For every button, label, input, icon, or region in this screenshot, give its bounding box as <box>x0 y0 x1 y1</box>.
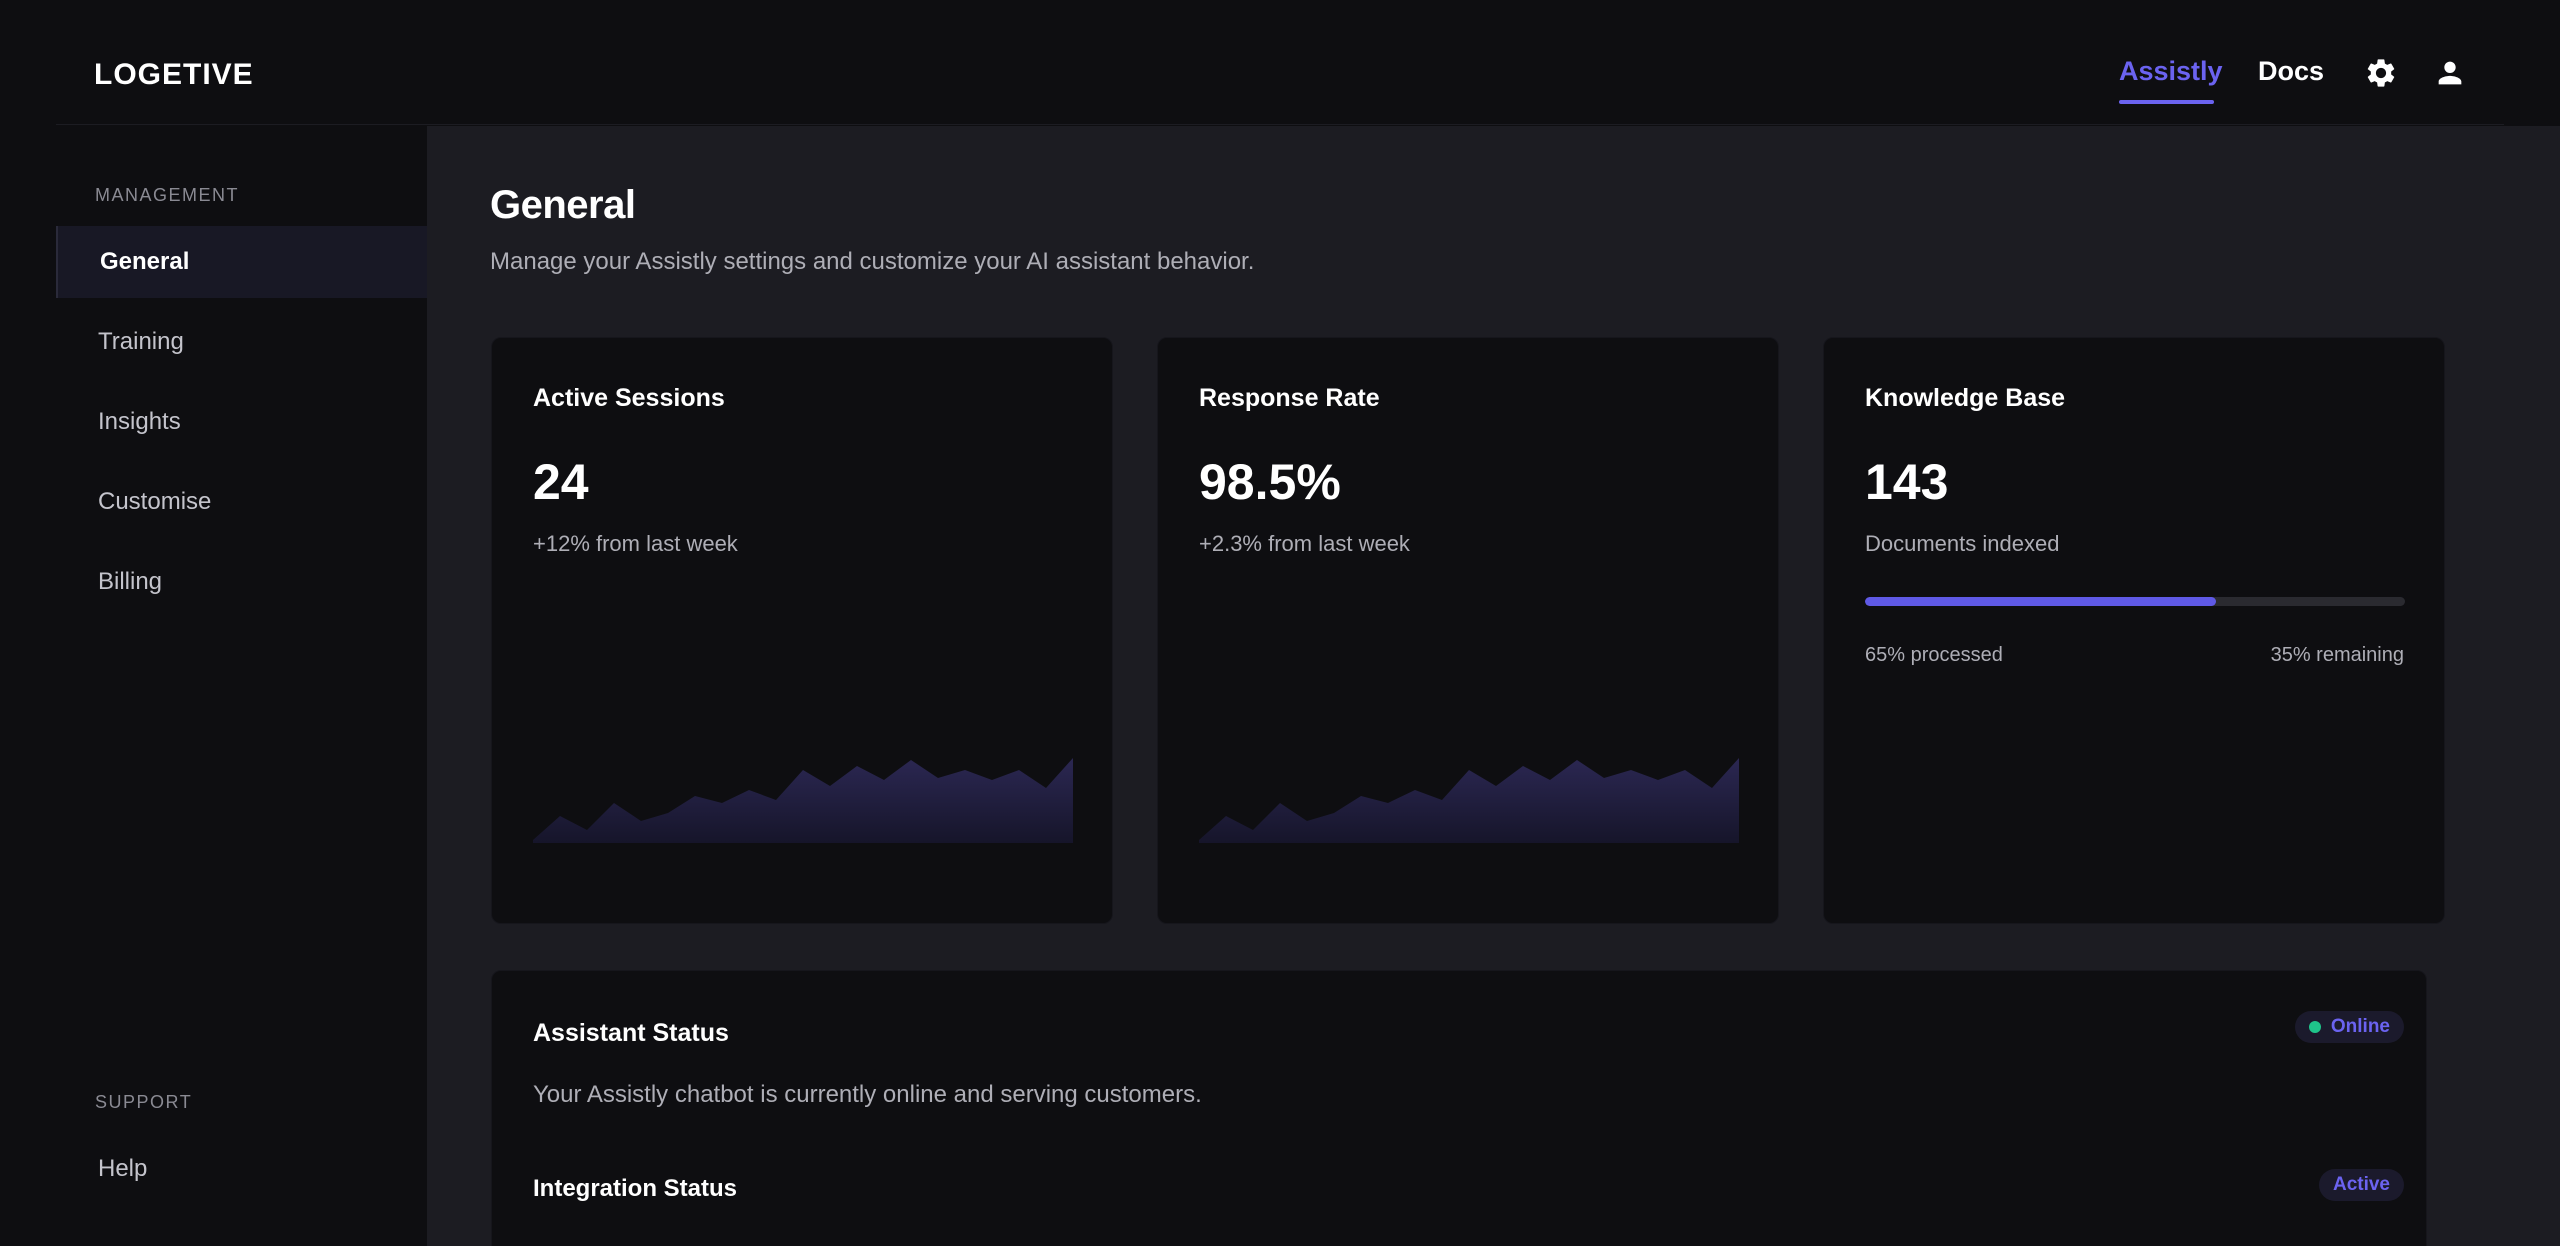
user-icon[interactable] <box>2433 56 2467 90</box>
top-bar: LOGETIVE Assistly Docs <box>56 0 2504 125</box>
progress-remaining-label: 35% remaining <box>2270 644 2404 666</box>
status-badge-label: Online <box>2330 1016 2390 1037</box>
page-title: General <box>490 183 636 227</box>
nav-active-underline <box>2119 100 2214 104</box>
sidebar-item-training[interactable]: Training <box>98 328 184 355</box>
card-title: Active Sessions <box>533 384 725 412</box>
card-knowledge-base: Knowledge Base 143 Documents indexed 65%… <box>1823 337 2445 924</box>
card-note: +12% from last week <box>533 531 738 556</box>
progress-bar <box>1865 597 2405 606</box>
user-icon-glyph <box>2438 61 2462 85</box>
sidebar-section-support: SUPPORT <box>95 1092 193 1112</box>
online-dot-icon <box>2308 1021 2321 1033</box>
gear-icon[interactable] <box>2364 56 2398 90</box>
card-note: Documents indexed <box>1865 531 2060 556</box>
sparkline-chart <box>533 758 1073 843</box>
progress-processed-label: 65% processed <box>1865 644 2003 666</box>
sidebar: MANAGEMENT General Training Insights Cus… <box>56 126 427 1246</box>
card-value: 24 <box>533 454 589 510</box>
progress-fill <box>1865 597 2216 606</box>
card-title: Knowledge Base <box>1865 384 2066 412</box>
card-note: +2.3% from last week <box>1199 531 1410 556</box>
status-badge-online: Online <box>2294 1011 2404 1043</box>
sidebar-item-help[interactable]: Help <box>98 1155 148 1182</box>
nav-docs[interactable]: Docs <box>2258 56 2325 86</box>
card-response-rate: Response Rate 98.5% +2.3% from last week <box>1157 337 1779 924</box>
main-content: General Manage your Assistly settings an… <box>427 126 2560 1246</box>
assistant-status-panel: Assistant Status Online Your Assistly ch… <box>491 970 2427 1246</box>
sidebar-item-general[interactable]: General <box>56 226 427 298</box>
sparkline-chart <box>1199 758 1739 843</box>
sidebar-section-management: MANAGEMENT <box>95 185 240 205</box>
sidebar-item-billing[interactable]: Billing <box>98 568 163 595</box>
logo: LOGETIVE <box>94 58 254 91</box>
sidebar-item-insights[interactable]: Insights <box>98 408 181 435</box>
integration-status-title: Integration Status <box>533 1175 738 1202</box>
gear-icon-glyph <box>2367 59 2395 87</box>
status-description: Your Assistly chatbot is currently onlin… <box>533 1081 1202 1108</box>
status-title: Assistant Status <box>533 1019 729 1047</box>
card-value: 98.5% <box>1199 454 1341 510</box>
page-subtitle: Manage your Assistly settings and custom… <box>490 248 1255 275</box>
integration-badge-active: Active <box>2318 1169 2404 1201</box>
card-active-sessions: Active Sessions 24 +12% from last week <box>491 337 1113 924</box>
card-title: Response Rate <box>1199 384 1380 412</box>
nav-assistly[interactable]: Assistly <box>2119 56 2223 86</box>
card-value: 143 <box>1865 454 1949 510</box>
sidebar-item-customise[interactable]: Customise <box>98 488 212 515</box>
